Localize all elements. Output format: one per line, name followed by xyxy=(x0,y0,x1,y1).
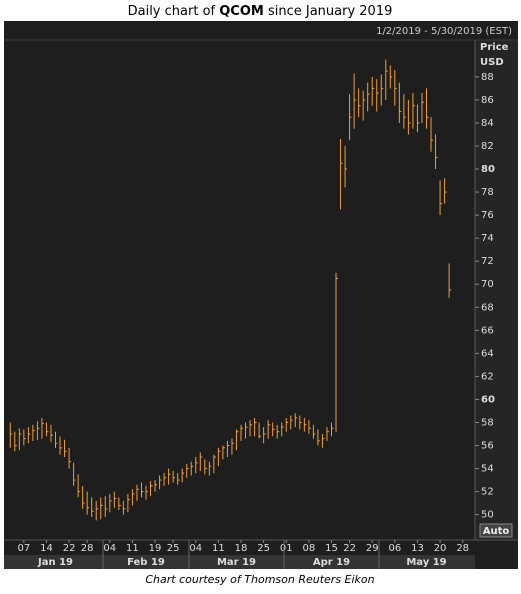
x-tick-label: 14 xyxy=(40,543,53,554)
chart-title: Daily chart of QCOM since January 2019 xyxy=(128,4,393,19)
y-tick-label: 76 xyxy=(481,210,494,221)
y-tick-label: 78 xyxy=(481,187,494,198)
x-tick-label: 18 xyxy=(235,543,248,554)
y-tick-label: 52 xyxy=(481,487,494,498)
x-tick-label: 13 xyxy=(411,543,424,554)
date-range: 1/2/2019 - 5/30/2019 (EST) xyxy=(376,26,512,37)
axis-label: USD xyxy=(480,57,504,68)
y-tick-label: 74 xyxy=(481,233,494,244)
y-tick-label: 88 xyxy=(481,72,494,83)
y-tick-label: 84 xyxy=(481,118,494,129)
x-tick-label: 15 xyxy=(325,543,338,554)
y-tick-label: 66 xyxy=(481,325,494,336)
title-part: QCOM xyxy=(219,4,264,19)
x-tick-label: 29 xyxy=(366,543,379,554)
caption: Chart courtesy of Thomson Reuters Eikon xyxy=(145,573,374,586)
x-tick-label: 25 xyxy=(257,543,270,554)
y-tick-label: 50 xyxy=(481,510,494,521)
y-tick-label: 70 xyxy=(481,279,494,290)
auto-button-label[interactable]: Auto xyxy=(483,526,510,537)
y-tick-label: 86 xyxy=(481,95,494,106)
x-tick-label: 04 xyxy=(189,543,202,554)
month-label: Jan 19 xyxy=(37,557,73,568)
month-label: Apr 19 xyxy=(313,557,350,568)
y-tick-label: 72 xyxy=(481,256,494,267)
x-tick-label: 22 xyxy=(63,543,76,554)
x-tick-label: 28 xyxy=(456,543,469,554)
price-axis-panel xyxy=(475,40,518,540)
x-tick-label: 28 xyxy=(81,543,94,554)
y-tick-label: 60 xyxy=(481,394,495,405)
title-part: since January 2019 xyxy=(264,4,393,19)
x-tick-label: 22 xyxy=(343,543,356,554)
x-tick-label: 04 xyxy=(103,543,116,554)
x-tick-label: 19 xyxy=(149,543,162,554)
x-tick-label: 01 xyxy=(280,543,293,554)
x-tick-label: 08 xyxy=(302,543,315,554)
x-tick-label: 25 xyxy=(167,543,180,554)
title-part: Daily chart of xyxy=(128,4,220,19)
auto-button[interactable] xyxy=(479,523,513,538)
chart-background xyxy=(4,21,518,569)
month-label: Mar 19 xyxy=(217,557,256,568)
y-tick-label: 56 xyxy=(481,441,494,452)
axis-label: Price xyxy=(480,42,509,53)
y-tick-label: 80 xyxy=(481,164,495,175)
month-label: Feb 19 xyxy=(127,557,165,568)
x-tick-label: 20 xyxy=(434,543,447,554)
month-band xyxy=(4,555,475,569)
y-tick-label: 82 xyxy=(481,141,494,152)
y-tick-label: 54 xyxy=(481,464,494,475)
y-tick-label: 58 xyxy=(481,417,494,428)
x-tick-label: 06 xyxy=(388,543,401,554)
y-tick-label: 62 xyxy=(481,371,494,382)
x-tick-label: 11 xyxy=(126,543,139,554)
y-tick-label: 64 xyxy=(481,348,494,359)
y-tick-label: 68 xyxy=(481,302,494,313)
month-label: May 19 xyxy=(406,557,446,568)
x-tick-label: 07 xyxy=(17,543,30,554)
x-tick-label: 11 xyxy=(212,543,225,554)
